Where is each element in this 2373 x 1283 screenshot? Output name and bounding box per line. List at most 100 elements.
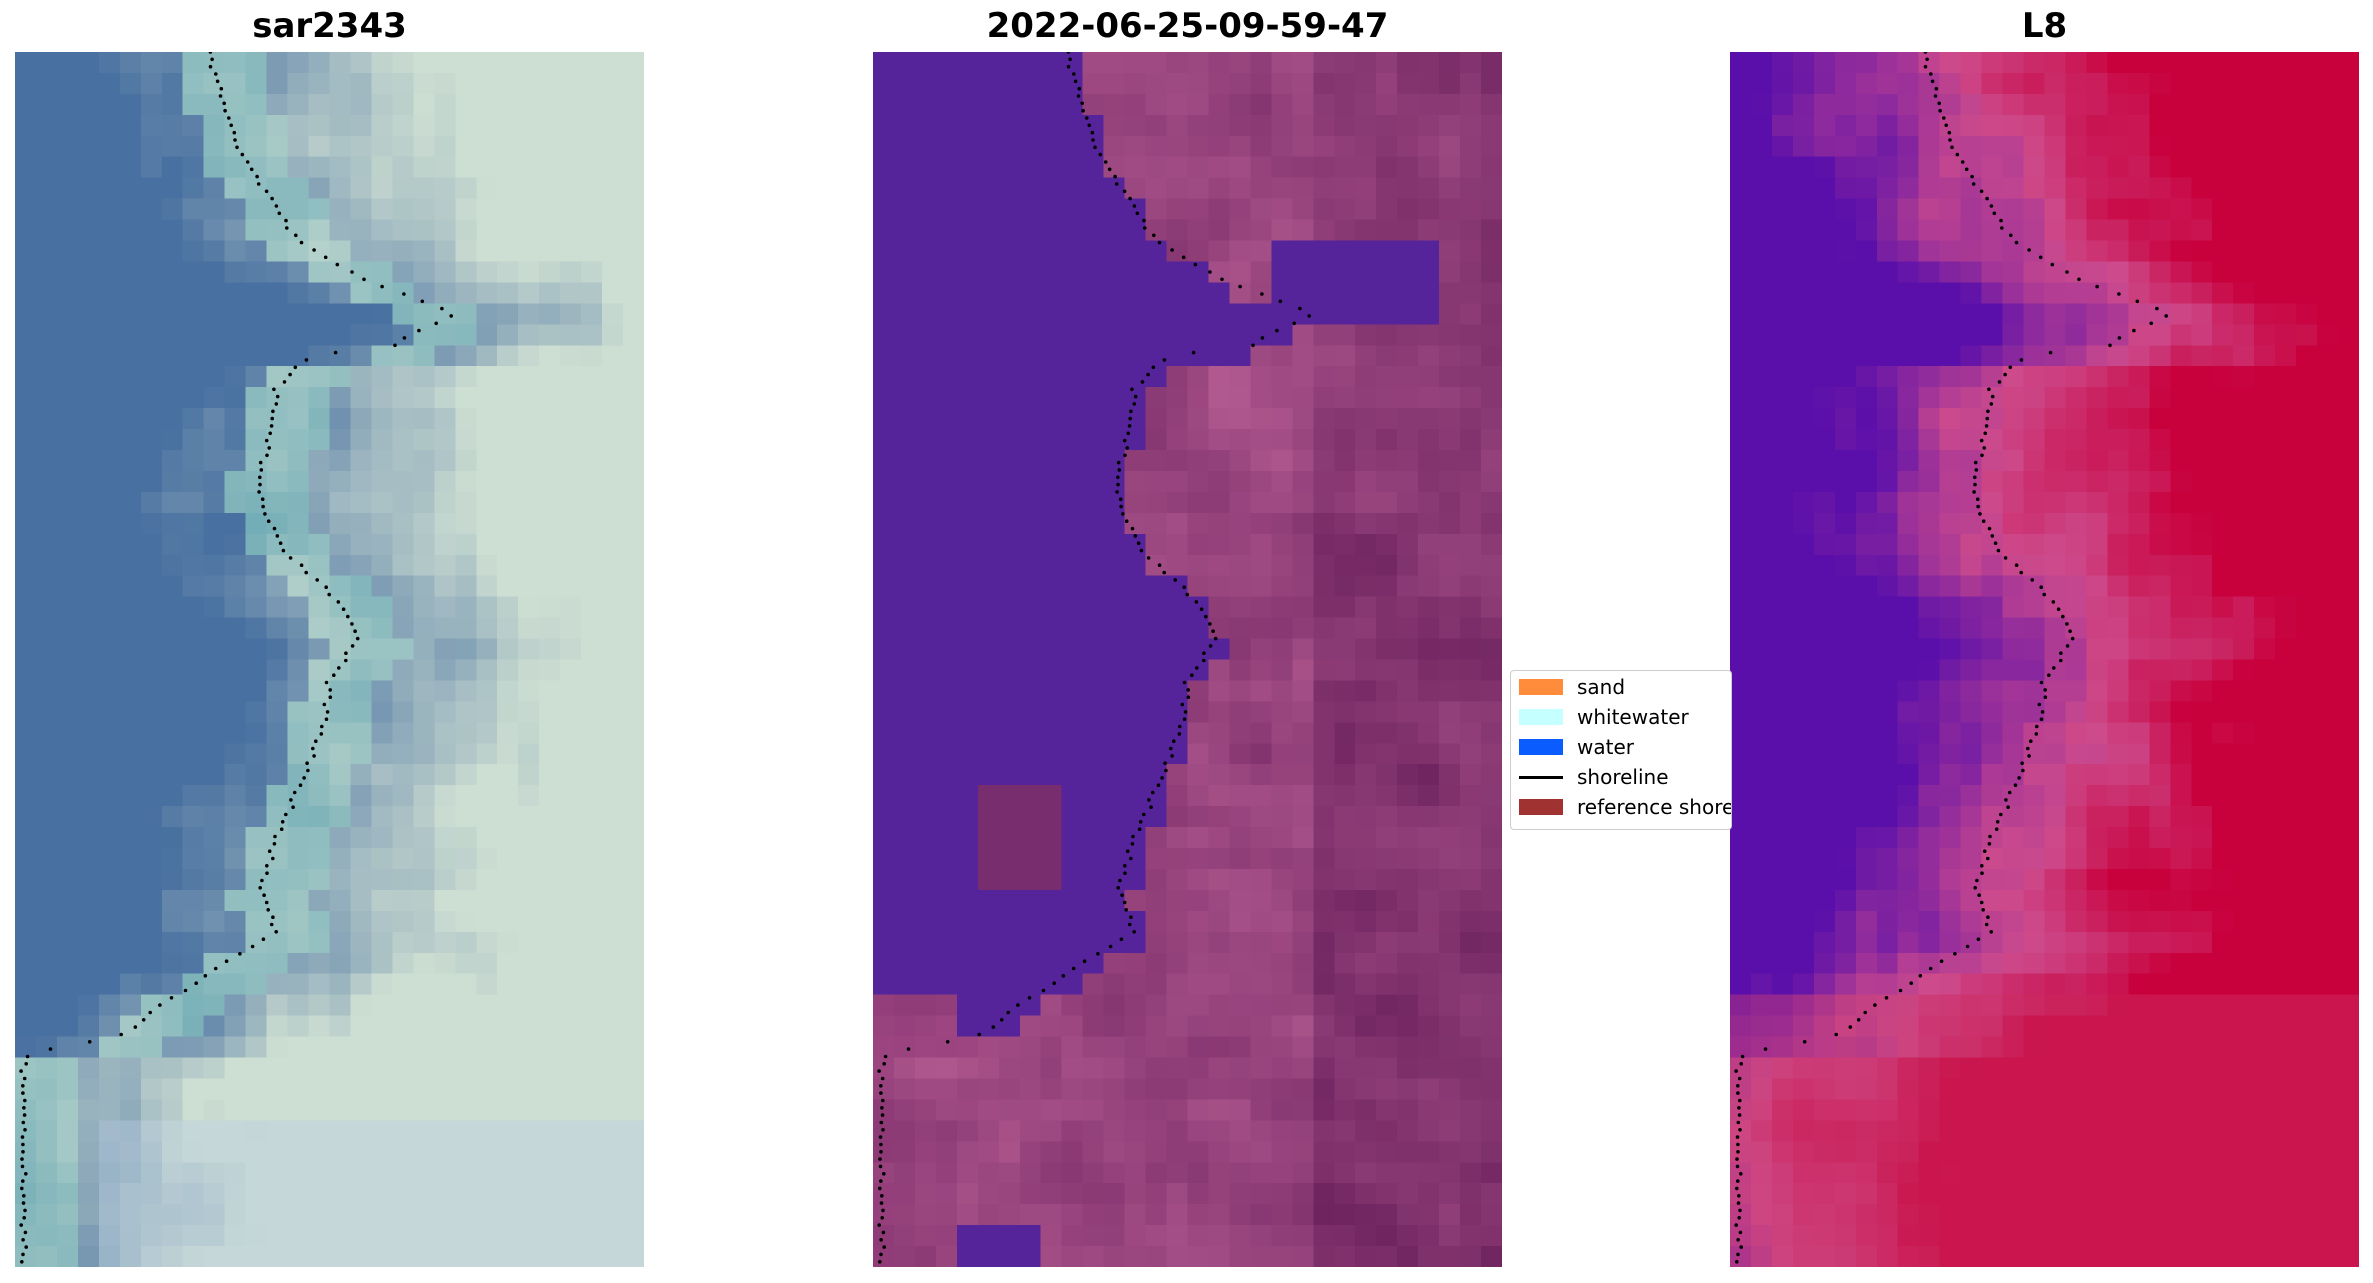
shoreline-point: [293, 365, 298, 370]
shoreline-point: [1186, 688, 1190, 692]
shoreline-point: [294, 233, 298, 238]
shoreline-point: [1114, 182, 1119, 186]
rgb-raster: [15, 52, 644, 1267]
shoreline-point: [265, 864, 269, 868]
shoreline-point: [1211, 629, 1215, 633]
shoreline-point: [1146, 556, 1151, 560]
shoreline-point: [1985, 416, 1989, 421]
shoreline-point: [328, 695, 333, 699]
shoreline-point: [1938, 108, 1942, 113]
shoreline-point: [1955, 152, 1960, 157]
shoreline-point: [1132, 930, 1136, 934]
shoreline-point: [271, 856, 275, 861]
shoreline-point: [277, 211, 282, 216]
shoreline-point: [1977, 893, 1981, 897]
shoreline-point: [880, 1106, 884, 1110]
shoreline-point: [350, 644, 355, 648]
legend-swatch-whitewater: [1519, 709, 1563, 725]
legend-swatch-reference-shoreline: [1519, 799, 1563, 815]
shoreline-point: [1006, 1010, 1010, 1015]
shoreline-point: [235, 145, 239, 150]
shoreline-point: [1182, 717, 1187, 721]
shoreline-point: [1149, 805, 1153, 809]
legend-item-shoreline: shoreline: [1519, 764, 1669, 790]
shoreline-point: [21, 1142, 25, 1147]
shoreline-point: [1124, 519, 1129, 523]
shoreline-point: [48, 1047, 53, 1051]
shoreline-point: [1973, 886, 1977, 890]
shoreline-point: [333, 350, 338, 355]
shoreline-point: [260, 497, 265, 502]
shoreline-point: [2052, 666, 2056, 670]
shoreline-point: [229, 123, 233, 128]
shoreline-point: [1735, 1135, 1740, 1139]
shoreline-point: [1066, 52, 1071, 54]
shoreline-point: [1122, 189, 1127, 194]
shoreline-point: [1123, 864, 1127, 868]
panel-title-3: L8: [2021, 6, 2068, 46]
shoreline-point: [1117, 468, 1122, 472]
shoreline-point: [1163, 761, 1167, 765]
shoreline-point: [2065, 270, 2069, 274]
shoreline-point: [2149, 321, 2153, 326]
shoreline-point: [1989, 930, 1993, 934]
shoreline-point: [882, 1172, 886, 1176]
shoreline-point: [1925, 57, 1929, 62]
shoreline-point: [258, 460, 263, 465]
shoreline-point: [1848, 1025, 1853, 1029]
satellite-rgb-image: [15, 52, 644, 1267]
shoreline-point: [260, 878, 264, 883]
shoreline-point: [285, 226, 289, 230]
shoreline-point: [1066, 64, 1071, 69]
shoreline-point: [1251, 343, 1255, 348]
shoreline-point: [449, 314, 454, 318]
shoreline-point: [1997, 380, 2002, 384]
shoreline-point: [2070, 636, 2075, 641]
shoreline-point: [945, 1040, 950, 1044]
shoreline-point: [2059, 651, 2063, 655]
shoreline-point: [1190, 673, 1194, 677]
shoreline-point: [1802, 1040, 1807, 1044]
shoreline-point: [1164, 768, 1168, 773]
shoreline-point: [1129, 915, 1133, 919]
shoreline-point: [22, 1194, 26, 1198]
shoreline-point: [2059, 658, 2063, 663]
shoreline-point: [1090, 130, 1095, 135]
shoreline-point: [269, 424, 274, 428]
shoreline-point: [1098, 152, 1103, 157]
shoreline-point: [350, 270, 354, 274]
shoreline-point: [1182, 680, 1187, 685]
shoreline-point: [1132, 402, 1137, 406]
shoreline-point: [21, 1201, 26, 1205]
shoreline-point: [1170, 754, 1174, 758]
shoreline-overlay: [19, 52, 454, 1264]
shoreline-point: [2043, 695, 2048, 699]
shoreline-point: [2095, 284, 2099, 289]
shoreline-point: [1146, 372, 1150, 377]
shoreline-point: [1736, 1120, 1741, 1125]
shoreline-point: [1182, 585, 1186, 589]
shoreline-point: [292, 790, 297, 795]
shoreline-point: [256, 182, 261, 186]
shoreline-point: [879, 1238, 883, 1242]
shoreline-point: [1965, 944, 1970, 949]
shoreline-point: [2026, 746, 2030, 751]
shoreline-point: [21, 1084, 25, 1088]
shoreline-point: [2003, 556, 2008, 560]
shoreline-point: [1999, 812, 2003, 817]
shoreline-point: [1125, 849, 1130, 853]
shoreline-point: [2027, 248, 2031, 252]
shoreline-point: [1185, 592, 1189, 597]
shoreline-point: [273, 834, 277, 839]
shoreline-point: [879, 1201, 884, 1205]
shoreline-point: [1982, 446, 1986, 450]
shoreline-point: [346, 614, 350, 619]
shoreline-point: [2061, 614, 2065, 619]
shoreline-point: [1738, 1128, 1742, 1132]
shoreline-point: [1157, 563, 1162, 567]
shoreline-point: [355, 636, 360, 641]
shoreline-point: [1992, 211, 1997, 216]
shoreline-point: [1173, 578, 1177, 582]
shoreline-point: [1734, 1223, 1738, 1227]
shoreline-point: [322, 702, 327, 707]
